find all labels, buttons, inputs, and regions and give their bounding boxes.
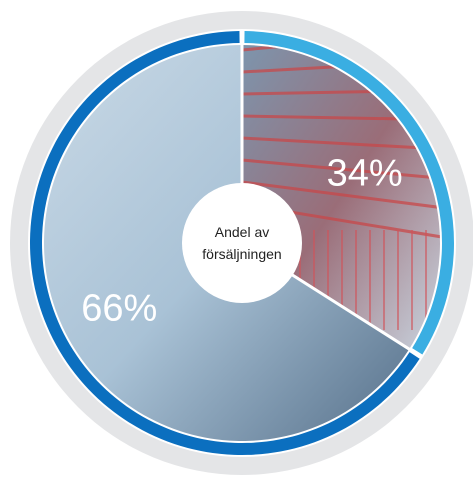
beam — [242, 180, 440, 212]
value-label: 34% — [327, 153, 403, 195]
center-label: Andel av försäljningen — [202, 224, 282, 262]
segment-ring — [244, 31, 454, 355]
center-circle — [182, 183, 302, 303]
value-label: 66% — [81, 287, 157, 329]
photo-texture — [242, 45, 440, 330]
beam — [242, 158, 440, 182]
